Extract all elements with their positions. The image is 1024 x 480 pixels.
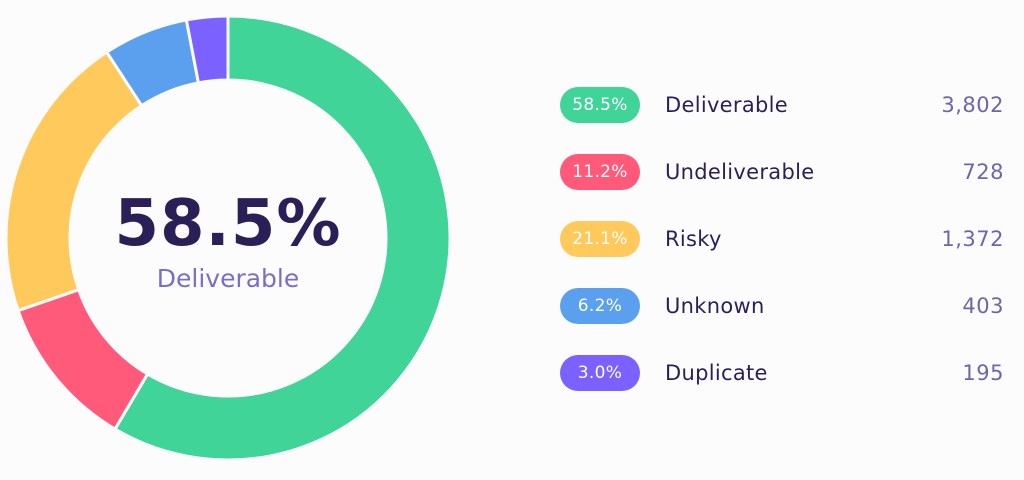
legend-count-duplicate: 195 xyxy=(962,361,1004,385)
percent-badge-unknown: 6.2% xyxy=(560,288,640,324)
legend-count-risky: 1,372 xyxy=(941,227,1004,251)
percent-badge-duplicate: 3.0% xyxy=(560,355,640,391)
legend: 58.5% Deliverable 3,802 11.2% Undelivera… xyxy=(560,86,1004,421)
legend-label-deliverable: Deliverable xyxy=(665,93,788,117)
legend-label-duplicate: Duplicate xyxy=(665,361,768,385)
legend-row-undeliverable: 11.2% Undeliverable 728 xyxy=(560,153,1004,191)
legend-label-undeliverable: Undeliverable xyxy=(665,160,815,184)
donut-center: 58.5% Deliverable xyxy=(0,10,456,466)
legend-row-risky: 21.1% Risky 1,372 xyxy=(560,220,1004,258)
legend-count-unknown: 403 xyxy=(962,294,1004,318)
percent-badge-undeliverable: 11.2% xyxy=(560,154,640,190)
center-value: 58.5% xyxy=(114,186,342,261)
legend-label-risky: Risky xyxy=(665,227,722,251)
legend-row-duplicate: 3.0% Duplicate 195 xyxy=(560,354,1004,392)
legend-count-deliverable: 3,802 xyxy=(941,93,1004,117)
percent-badge-risky: 21.1% xyxy=(560,221,640,257)
legend-count-undeliverable: 728 xyxy=(962,160,1004,184)
legend-row-deliverable: 58.5% Deliverable 3,802 xyxy=(560,86,1004,124)
donut-slice-duplicate xyxy=(184,14,230,85)
donut-chart: 58.5% Deliverable xyxy=(0,10,456,466)
legend-label-unknown: Unknown xyxy=(665,294,765,318)
percent-badge-deliverable: 58.5% xyxy=(560,87,640,123)
legend-row-unknown: 6.2% Unknown 403 xyxy=(560,287,1004,325)
donut-slice-deliverable xyxy=(113,14,452,462)
donut-svg xyxy=(4,14,452,462)
center-label: Deliverable xyxy=(156,263,300,293)
